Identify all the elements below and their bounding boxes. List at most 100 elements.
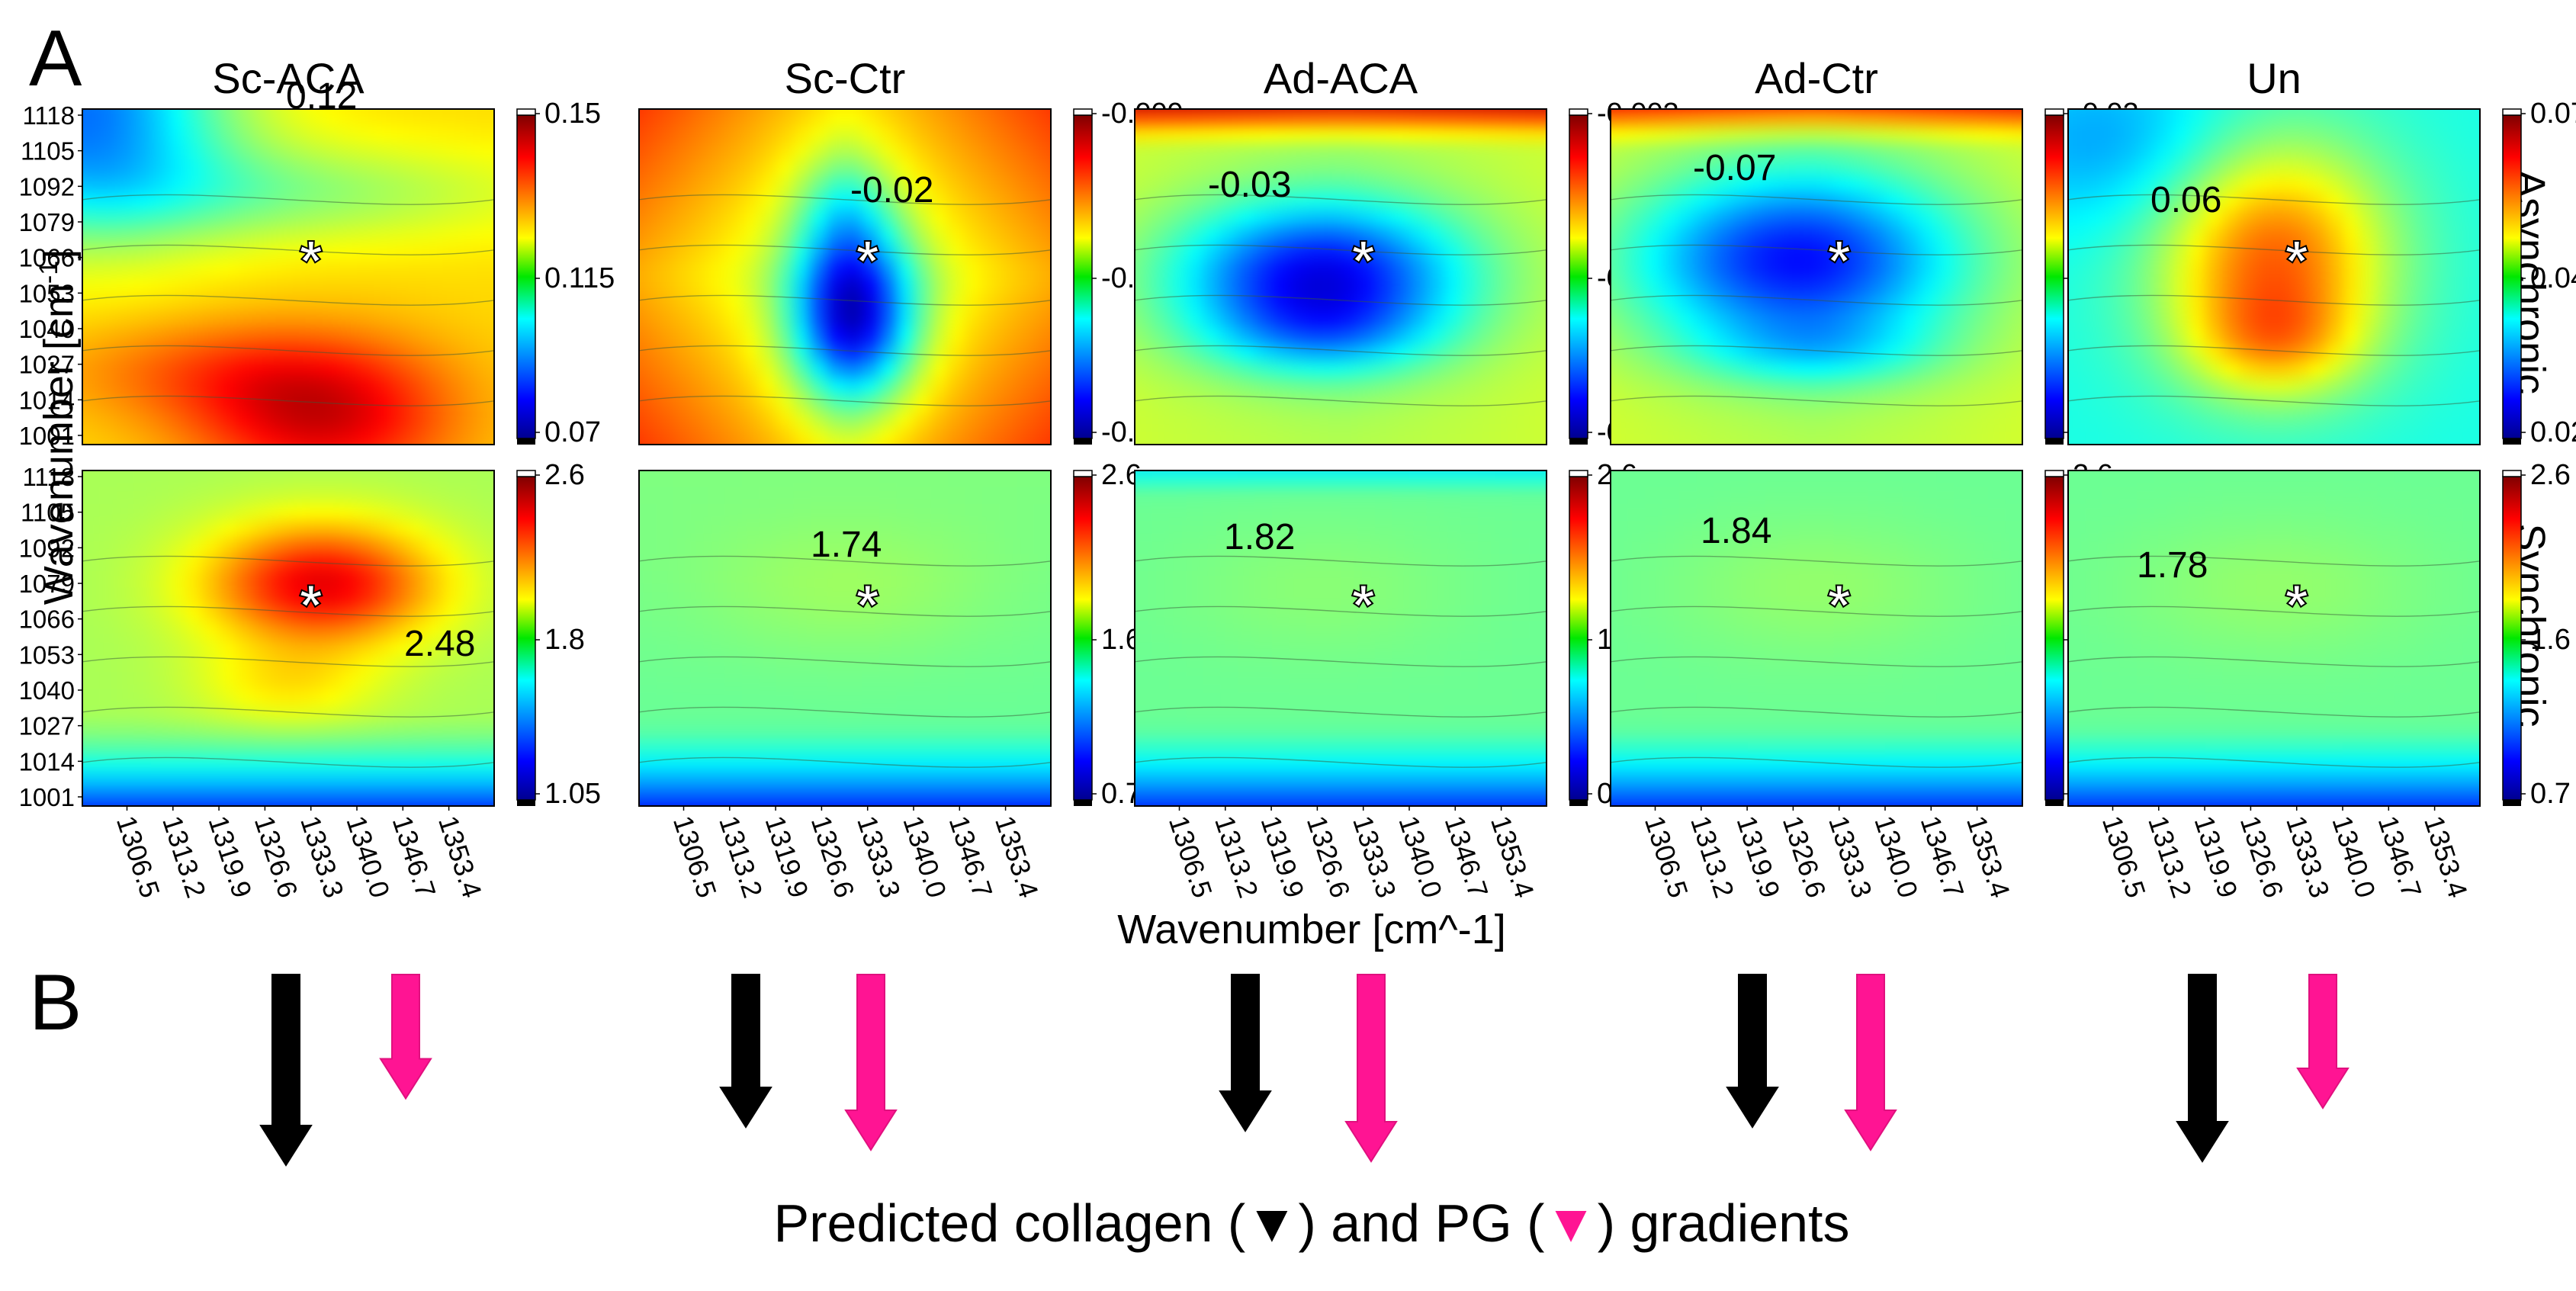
y-tick-label: 1027 bbox=[19, 351, 75, 379]
y-tick-label: 1092 bbox=[19, 534, 75, 562]
collagen-arrow bbox=[719, 974, 772, 1129]
plot-frame bbox=[2067, 470, 2481, 807]
collagen-arrow bbox=[1219, 974, 1272, 1132]
colorbar bbox=[516, 114, 536, 439]
heatmap-field bbox=[1135, 109, 1547, 445]
plot-frame bbox=[1134, 108, 1547, 445]
y-tick-label: 1118 bbox=[22, 463, 75, 491]
pg-arrow bbox=[379, 974, 432, 1100]
colorbar bbox=[2502, 114, 2522, 439]
y-tick-label: 1001 bbox=[19, 783, 75, 811]
y-tick-label: 1014 bbox=[19, 386, 75, 414]
plot-frame bbox=[1134, 470, 1547, 807]
colorbar bbox=[1569, 114, 1588, 439]
peak-star-marker: * bbox=[300, 573, 323, 638]
panel-group-4: Ad-Ctr*-0.07-0.02-0.04-0.07*1.842.61.60.… bbox=[1610, 54, 2139, 901]
colorbar-tick-label: 0.07 bbox=[544, 416, 601, 448]
pg-arrow bbox=[2296, 974, 2350, 1110]
peak-value-label: 1.78 bbox=[2137, 545, 2208, 586]
async-heatmap: * 0.12 0.15 0.115 0.07 1118 1105 1092 1079 1066 10… bbox=[19, 76, 615, 450]
peak-value-label: 1.82 bbox=[1224, 517, 1295, 557]
colorbar bbox=[1073, 476, 1093, 801]
y-tick-label: 1053 bbox=[19, 279, 75, 307]
async-heatmap: * 0.06 0.07 0.04 0.02 bbox=[2067, 98, 2576, 448]
y-axis-label-sup: -1 bbox=[34, 261, 63, 284]
plot-frame bbox=[82, 470, 495, 807]
caption: Predicted collagen (▼) and PG (▼) gradie… bbox=[774, 1193, 1850, 1253]
colorbar-tick-label: 0.7 bbox=[2530, 778, 2571, 810]
group-title: Un bbox=[2247, 54, 2301, 102]
colorbar bbox=[1073, 114, 1093, 439]
heatmap-field bbox=[1611, 109, 2022, 445]
caption-collagen-glyph: ▼ bbox=[1245, 1193, 1298, 1253]
collagen-arrow bbox=[2176, 974, 2229, 1163]
plot-frame bbox=[638, 470, 1052, 807]
group-title: Sc-Ctr bbox=[785, 54, 906, 102]
y-tick-label: 1027 bbox=[19, 712, 75, 740]
async-heatmap: *-0.02-0.009-0.019-0.03 bbox=[638, 98, 1184, 448]
colorbar bbox=[2502, 476, 2522, 801]
colorbar bbox=[2044, 476, 2064, 801]
peak-star-marker: * bbox=[1828, 573, 1851, 638]
group-title: Ad-ACA bbox=[1264, 54, 1418, 102]
colorbar bbox=[2044, 114, 2064, 439]
peak-value-label: 2.48 bbox=[404, 624, 475, 664]
colorbar-tick-label: 0.02 bbox=[2530, 416, 2576, 448]
y-tick-label: 1014 bbox=[19, 747, 75, 776]
heatmap-field bbox=[82, 109, 494, 445]
y-tick-label: 1092 bbox=[19, 172, 75, 201]
colorbar bbox=[516, 476, 536, 801]
x-axis-label: Wavenumber [cm^-1] bbox=[1117, 907, 1505, 952]
heatmap-field bbox=[1135, 470, 1547, 806]
plot-frame bbox=[1610, 108, 2023, 445]
y-tick-label: 1079 bbox=[19, 570, 75, 598]
sync-heatmap: *1.742.61.60.71306.51313.21319.91326.613… bbox=[638, 459, 1142, 901]
sync-heatmap: * 2.48 2.6 1.8 1.05 1118 1105 1092 1079 1066 1053 1… bbox=[19, 459, 601, 901]
colorbar-tick-label: 0.115 bbox=[544, 262, 615, 294]
colorbar-tick-label: 2.6 bbox=[2530, 459, 2571, 491]
heatmap-field bbox=[2068, 109, 2480, 445]
caption-pre: Predicted collagen ( bbox=[774, 1193, 1246, 1253]
colorbar-tick-label: 2.6 bbox=[544, 459, 585, 491]
peak-star-marker: * bbox=[2285, 230, 2308, 294]
pg-arrow bbox=[1844, 974, 1897, 1151]
colorbar-tick-label: 0.07 bbox=[2530, 98, 2576, 130]
peak-value-label: -0.07 bbox=[1693, 148, 1776, 188]
peak-value-label: -0.02 bbox=[850, 170, 933, 210]
peak-value-label: 0.06 bbox=[2150, 180, 2221, 220]
heatmap-field bbox=[2068, 470, 2480, 806]
caption-post: ) gradients bbox=[1598, 1193, 1850, 1253]
panel-group-5: Un*0.060.070.040.02*1.782.61.60.71306.51… bbox=[2067, 54, 2576, 901]
peak-star-marker: * bbox=[856, 230, 879, 294]
y-tick-label: 1105 bbox=[21, 499, 75, 527]
collagen-arrow bbox=[259, 974, 313, 1167]
plot-frame bbox=[1610, 470, 2023, 807]
y-tick-label: 1079 bbox=[19, 208, 75, 236]
peak-star-marker: * bbox=[1352, 230, 1375, 294]
peak-value-label: 1.84 bbox=[1701, 511, 1771, 551]
y-tick-label: 1001 bbox=[19, 422, 75, 450]
sync-heatmap: *1.822.61.60.71306.51313.21319.91326.613… bbox=[1134, 459, 1637, 901]
heatmap-field bbox=[1611, 470, 2022, 806]
peak-star-marker: * bbox=[856, 573, 879, 638]
y-tick-label: 1053 bbox=[19, 641, 75, 669]
peak-value-label: 1.74 bbox=[811, 525, 882, 565]
y-tick-label: 1066 bbox=[19, 605, 75, 634]
heatmap-field bbox=[639, 470, 1051, 806]
plot-frame bbox=[82, 108, 495, 445]
caption-mid: ) and PG ( bbox=[1299, 1193, 1545, 1253]
colorbar-tick-label: 0.04 bbox=[2530, 262, 2576, 294]
sync-heatmap: *1.782.61.60.71306.51313.21319.91326.613… bbox=[2067, 459, 2571, 901]
gradient-arrows bbox=[259, 974, 2350, 1167]
caption-pg-glyph: ▼ bbox=[1544, 1193, 1597, 1253]
y-tick-label: 1040 bbox=[19, 676, 75, 705]
peak-star-marker: * bbox=[2285, 573, 2308, 638]
panel-group-1: Sc-ACA * 0.12 0.15 0.115 0.07 1118 1105 1092 1079… bbox=[19, 54, 615, 901]
panel-group-3: Ad-ACA*-0.03-0.003-0.02-0.04*1.822.61.60… bbox=[1134, 54, 1679, 901]
group-title: Ad-Ctr bbox=[1755, 54, 1878, 102]
colorbar-tick-label: 1.6 bbox=[2530, 624, 2571, 656]
y-tick-label: 1040 bbox=[19, 315, 75, 343]
peak-star-marker: * bbox=[1828, 230, 1851, 294]
peak-star-marker: * bbox=[1352, 573, 1375, 638]
y-axis-label-main: Wavenumber [cm bbox=[36, 284, 82, 605]
